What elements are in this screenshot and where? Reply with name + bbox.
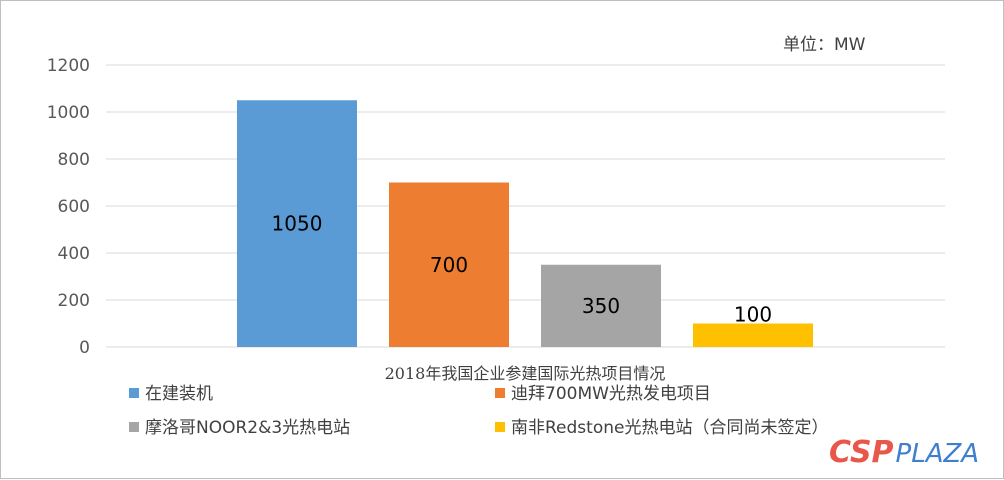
- legend-label: 南非Redstone光热电站（合同尚未签定）: [511, 418, 828, 438]
- legend-swatch: [129, 388, 139, 398]
- watermark: CSPPLAZA: [829, 435, 979, 470]
- y-tick-label: 1000: [47, 103, 90, 123]
- data-label: 700: [430, 253, 468, 277]
- y-tick-label: 200: [58, 291, 90, 311]
- y-tick-label: 400: [58, 244, 90, 264]
- bars: [237, 100, 813, 347]
- y-tick-label: 0: [79, 338, 90, 358]
- legend-swatch: [495, 422, 505, 432]
- y-tick-label: 800: [58, 150, 90, 170]
- bar: [389, 182, 509, 347]
- unit-label: 单位：MW: [783, 35, 866, 55]
- y-axis-tick-labels: 0 200 400 600 800 1000 1200: [47, 56, 90, 358]
- legend-swatch: [495, 388, 505, 398]
- bar: [237, 100, 357, 347]
- gridlines: [106, 64, 945, 301]
- bar: [693, 323, 813, 347]
- x-category-label: 2018年我国企业参建国际光热项目情况: [385, 364, 666, 383]
- legend-label: 摩洛哥NOOR2&3光热电站: [145, 418, 350, 438]
- bar: [541, 264, 661, 347]
- y-tick-label: 1200: [47, 56, 90, 76]
- data-label: 350: [582, 294, 620, 318]
- watermark-part2: PLAZA: [896, 439, 980, 469]
- watermark-logo: CSPPLAZA: [829, 435, 979, 470]
- watermark-part1: CSP: [829, 435, 894, 470]
- legend-label: 在建装机: [145, 384, 213, 404]
- data-label: 1050: [272, 212, 323, 236]
- y-tick-label: 600: [58, 197, 90, 217]
- data-labels: 1050 700 350 100: [272, 212, 773, 327]
- data-label: 100: [734, 303, 772, 327]
- legend-swatch: [129, 422, 139, 432]
- legend-label: 迪拜700MW光热发电项目: [511, 384, 711, 404]
